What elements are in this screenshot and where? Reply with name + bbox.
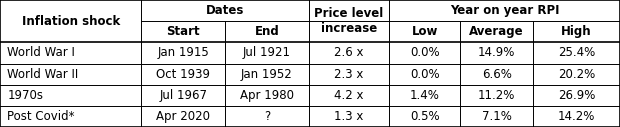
Text: 7.1%: 7.1%: [482, 110, 511, 123]
Text: World War I: World War I: [7, 46, 75, 59]
Text: Jan 1952: Jan 1952: [241, 68, 293, 81]
Text: Jan 1915: Jan 1915: [157, 46, 209, 59]
Text: Start: Start: [166, 25, 200, 38]
Text: High: High: [561, 25, 592, 38]
Text: Dates: Dates: [206, 4, 244, 17]
Text: 0.0%: 0.0%: [410, 68, 440, 81]
Text: Jul 1921: Jul 1921: [243, 46, 291, 59]
Text: 1.4%: 1.4%: [410, 89, 440, 102]
Text: Average: Average: [469, 25, 524, 38]
Text: 1970s: 1970s: [7, 89, 43, 102]
Text: 0.0%: 0.0%: [410, 46, 440, 59]
Text: Apr 2020: Apr 2020: [156, 110, 210, 123]
Text: Oct 1939: Oct 1939: [156, 68, 210, 81]
Text: 0.5%: 0.5%: [410, 110, 440, 123]
Text: 6.6%: 6.6%: [482, 68, 511, 81]
Text: 2.3 x: 2.3 x: [334, 68, 364, 81]
Text: Apr 1980: Apr 1980: [240, 89, 294, 102]
Text: 14.9%: 14.9%: [478, 46, 515, 59]
Text: End: End: [255, 25, 279, 38]
Text: Post Covid*: Post Covid*: [7, 110, 75, 123]
Text: 25.4%: 25.4%: [558, 46, 595, 59]
Text: ?: ?: [264, 110, 270, 123]
Text: 14.2%: 14.2%: [558, 110, 595, 123]
Text: Year on year RPI: Year on year RPI: [450, 4, 559, 17]
Text: World War II: World War II: [7, 68, 79, 81]
Text: 20.2%: 20.2%: [558, 68, 595, 81]
Text: 1.3 x: 1.3 x: [334, 110, 364, 123]
Text: Price level
increase: Price level increase: [314, 7, 384, 35]
Text: 4.2 x: 4.2 x: [334, 89, 364, 102]
Text: 11.2%: 11.2%: [478, 89, 515, 102]
Text: Low: Low: [412, 25, 438, 38]
Text: Jul 1967: Jul 1967: [159, 89, 207, 102]
Text: Inflation shock: Inflation shock: [22, 15, 120, 28]
Text: 2.6 x: 2.6 x: [334, 46, 364, 59]
Text: 26.9%: 26.9%: [558, 89, 595, 102]
